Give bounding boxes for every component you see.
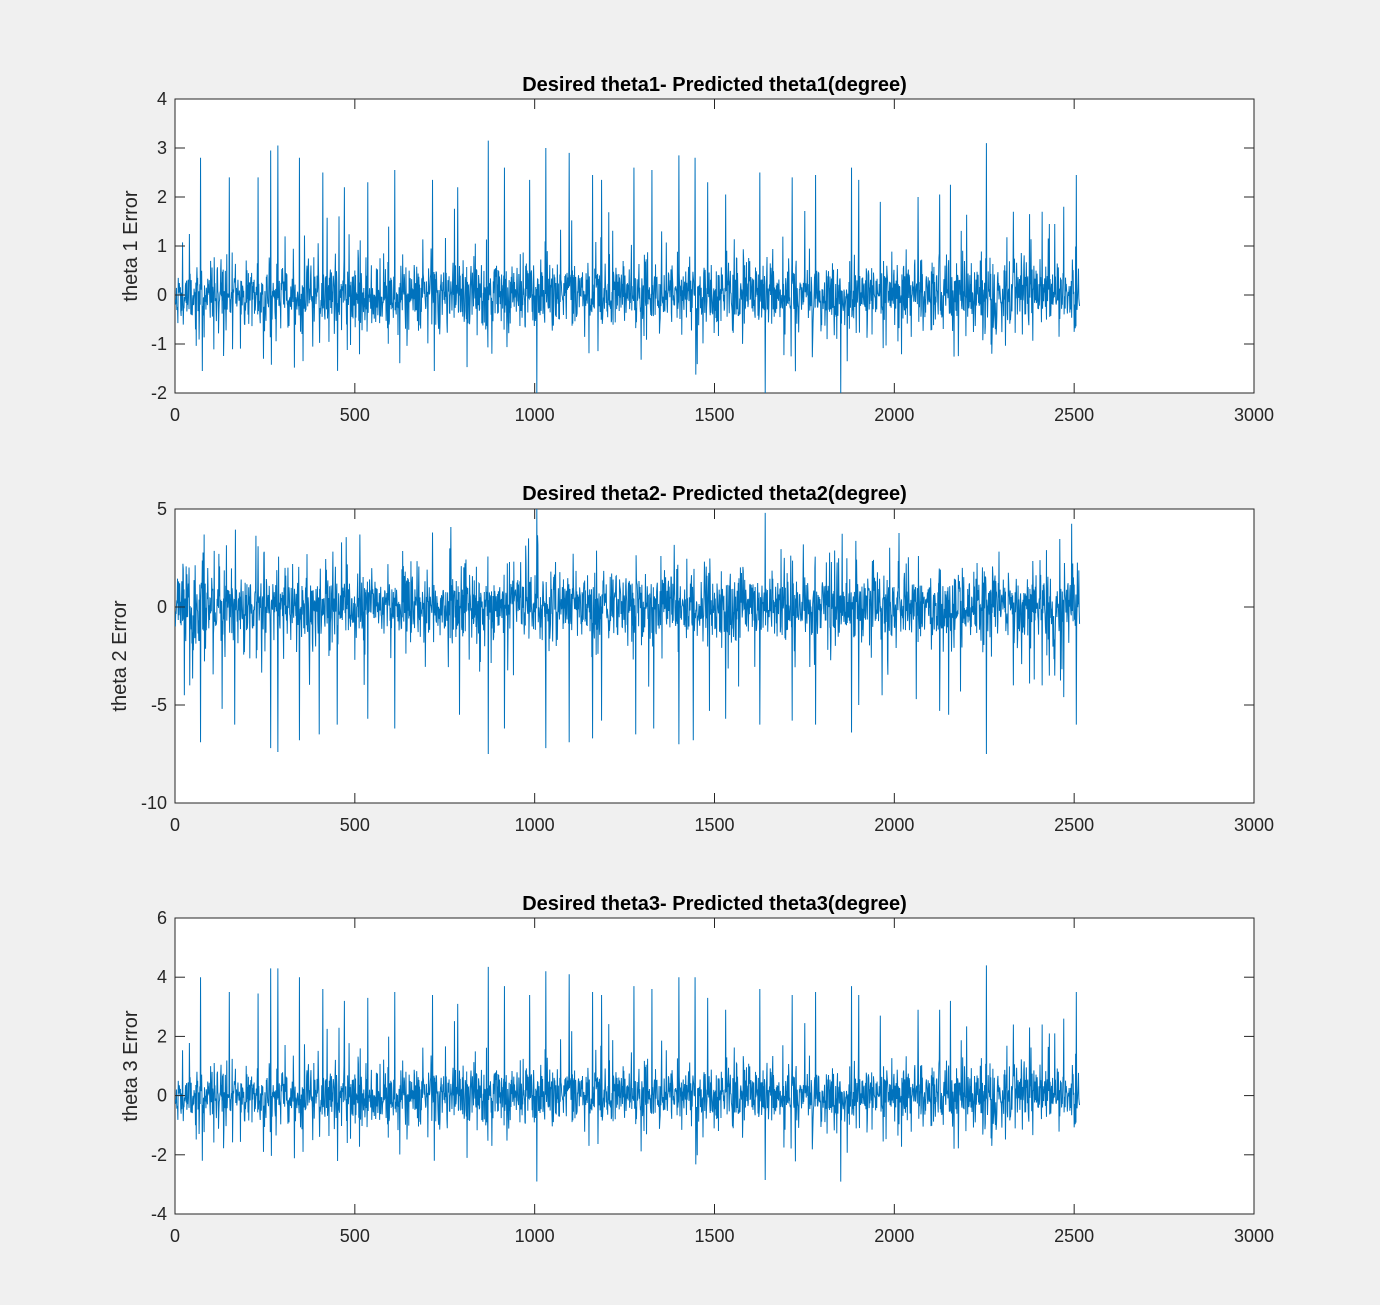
x-tick-label: 0 bbox=[170, 405, 180, 425]
y-tick-label: 0 bbox=[157, 1086, 167, 1106]
series-group bbox=[175, 965, 1081, 1182]
x-tick-label: 1500 bbox=[694, 1226, 734, 1246]
x-tick-label: 1000 bbox=[515, 815, 555, 835]
error-series-line bbox=[175, 965, 1081, 1182]
y-tick-label: -5 bbox=[151, 695, 167, 715]
x-tick-label: 3000 bbox=[1234, 405, 1274, 425]
y-tick-label: -2 bbox=[151, 1145, 167, 1165]
ticks-group: 0 500 1000 1500 2000 2500 3000 -4 -2 0 2 4 6 bbox=[151, 908, 1274, 1246]
x-tick-label: 0 bbox=[170, 1226, 180, 1246]
y-axis-label: theta 2 Error bbox=[109, 600, 131, 712]
x-tick-label: 1500 bbox=[694, 815, 734, 835]
y-tick-label: 0 bbox=[157, 285, 167, 305]
x-tick-label: 500 bbox=[340, 815, 370, 835]
y-tick-label: 4 bbox=[157, 967, 167, 987]
x-tick-label: 2500 bbox=[1054, 815, 1094, 835]
ticks-group: 0 500 1000 1500 2000 2500 3000 -10 -5 0 5 bbox=[141, 499, 1274, 835]
y-tick-label: -2 bbox=[151, 383, 167, 403]
y-tick-label: -10 bbox=[141, 793, 167, 813]
subplot-theta2: 0 500 1000 1500 2000 2500 3000 -10 -5 0 5 Desired … bbox=[109, 483, 1274, 835]
y-tick-label: -4 bbox=[151, 1204, 167, 1224]
error-series-line bbox=[175, 140, 1081, 393]
ticks-group: 0 500 1000 1500 2000 2500 3000 -2 -1 0 1 2 3 4 bbox=[151, 89, 1274, 425]
y-tick-label: 2 bbox=[157, 187, 167, 207]
chart-title: Desired theta2- Predicted theta2(degree) bbox=[522, 483, 907, 505]
chart-title: Desired theta3- Predicted theta3(degree) bbox=[522, 893, 907, 915]
y-tick-label: -1 bbox=[151, 334, 167, 354]
x-tick-label: 2000 bbox=[874, 405, 914, 425]
x-tick-label: 0 bbox=[170, 815, 180, 835]
x-tick-label: 3000 bbox=[1234, 815, 1274, 835]
y-tick-label: 3 bbox=[157, 138, 167, 158]
y-tick-label: 4 bbox=[157, 89, 167, 109]
x-tick-label: 1500 bbox=[694, 405, 734, 425]
x-tick-label: 2500 bbox=[1054, 1226, 1094, 1246]
error-series-line bbox=[175, 509, 1081, 755]
x-tick-label: 500 bbox=[340, 405, 370, 425]
x-tick-label: 2500 bbox=[1054, 405, 1094, 425]
x-tick-label: 2000 bbox=[874, 815, 914, 835]
y-tick-label: 6 bbox=[157, 908, 167, 928]
y-tick-label: 0 bbox=[157, 597, 167, 617]
x-tick-label: 1000 bbox=[515, 1226, 555, 1246]
y-axis-label: theta 3 Error bbox=[120, 1010, 142, 1122]
x-tick-label: 500 bbox=[340, 1226, 370, 1246]
series-group bbox=[175, 509, 1081, 755]
x-tick-label: 2000 bbox=[874, 1226, 914, 1246]
subplot-theta3: 0 500 1000 1500 2000 2500 3000 -4 -2 0 2 4 6 Desired… bbox=[120, 893, 1274, 1246]
x-tick-label: 3000 bbox=[1234, 1226, 1274, 1246]
axes-box bbox=[174, 98, 1255, 394]
series-group bbox=[175, 140, 1081, 393]
axes-box bbox=[174, 917, 1255, 1215]
y-axis-label: theta 1 Error bbox=[120, 190, 142, 302]
y-tick-label: 5 bbox=[157, 499, 167, 519]
chart-title: Desired theta1- Predicted theta1(degree) bbox=[522, 74, 907, 96]
subplot-theta1: 0 500 1000 1500 2000 2500 3000 -2 -1 0 1 2 3 4 Desire… bbox=[120, 74, 1274, 425]
y-tick-label: 2 bbox=[157, 1026, 167, 1046]
y-tick-label: 1 bbox=[157, 236, 167, 256]
x-tick-label: 1000 bbox=[515, 405, 555, 425]
